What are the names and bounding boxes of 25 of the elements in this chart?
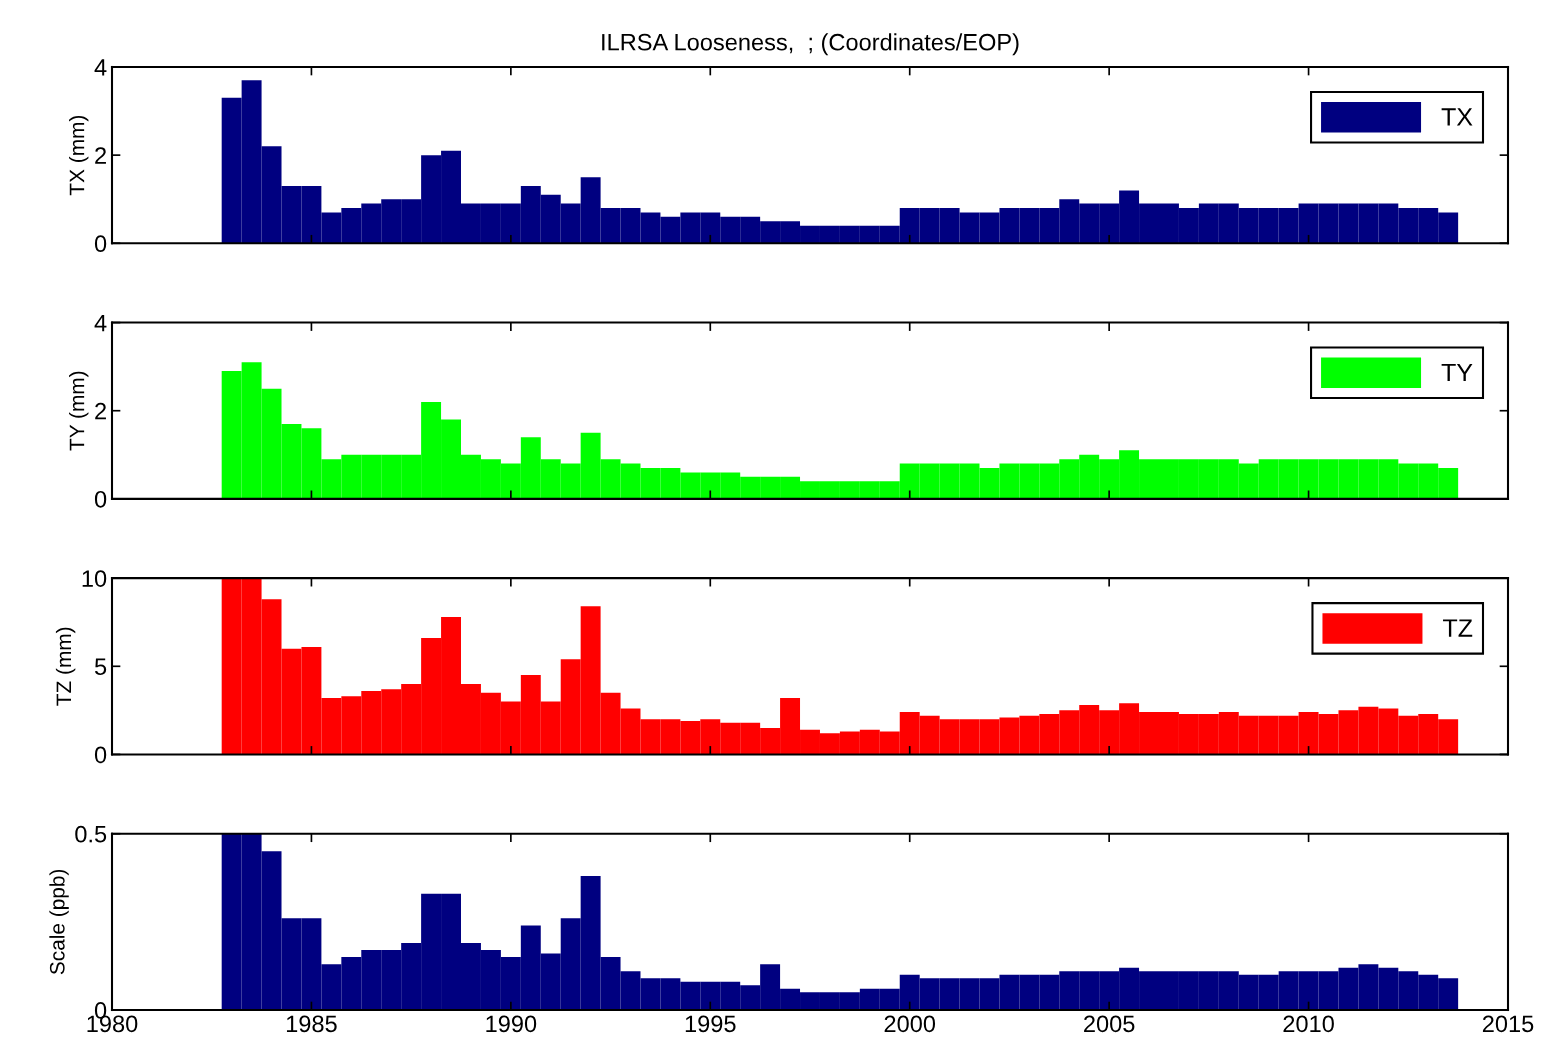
y-tick-label: 0 <box>94 746 107 764</box>
y-tick-label: 10 <box>82 570 107 587</box>
y-axis-title: Scale (ppb) <box>49 869 69 975</box>
x-tick-label: 1985 <box>286 1015 337 1033</box>
y-tick-label: 4 <box>94 59 107 76</box>
y-tick-label: 0 <box>94 235 107 253</box>
y-axis-title: TY (mm) <box>69 371 89 451</box>
x-tick-label: 2015 <box>1482 1015 1534 1033</box>
x-tick-label: 1995 <box>685 1015 736 1033</box>
x-tick-label: 2010 <box>1283 1015 1334 1033</box>
chart-title: ILRSA Looseness, ; (Coordinates/EOP) <box>602 33 1019 56</box>
x-tick-label: 1990 <box>486 1015 537 1033</box>
legend-label: TZ <box>1443 619 1473 637</box>
y-axis-title: TX (mm) <box>69 115 89 196</box>
legend-label: TX <box>1441 108 1473 126</box>
y-tick-label: 0 <box>94 490 107 508</box>
y-tick-label: 2 <box>95 402 106 420</box>
y-tick-label: 4 <box>94 314 107 332</box>
y-tick-label: 5 <box>94 658 107 676</box>
y-tick-label: 2 <box>95 147 106 164</box>
y-tick-label: 0.5 <box>75 825 107 843</box>
x-tick-label: 2005 <box>1084 1015 1135 1033</box>
legend-label: TY <box>1441 363 1473 382</box>
y-axis-title: TZ (mm) <box>55 627 76 706</box>
x-tick-label: 2000 <box>884 1015 936 1033</box>
